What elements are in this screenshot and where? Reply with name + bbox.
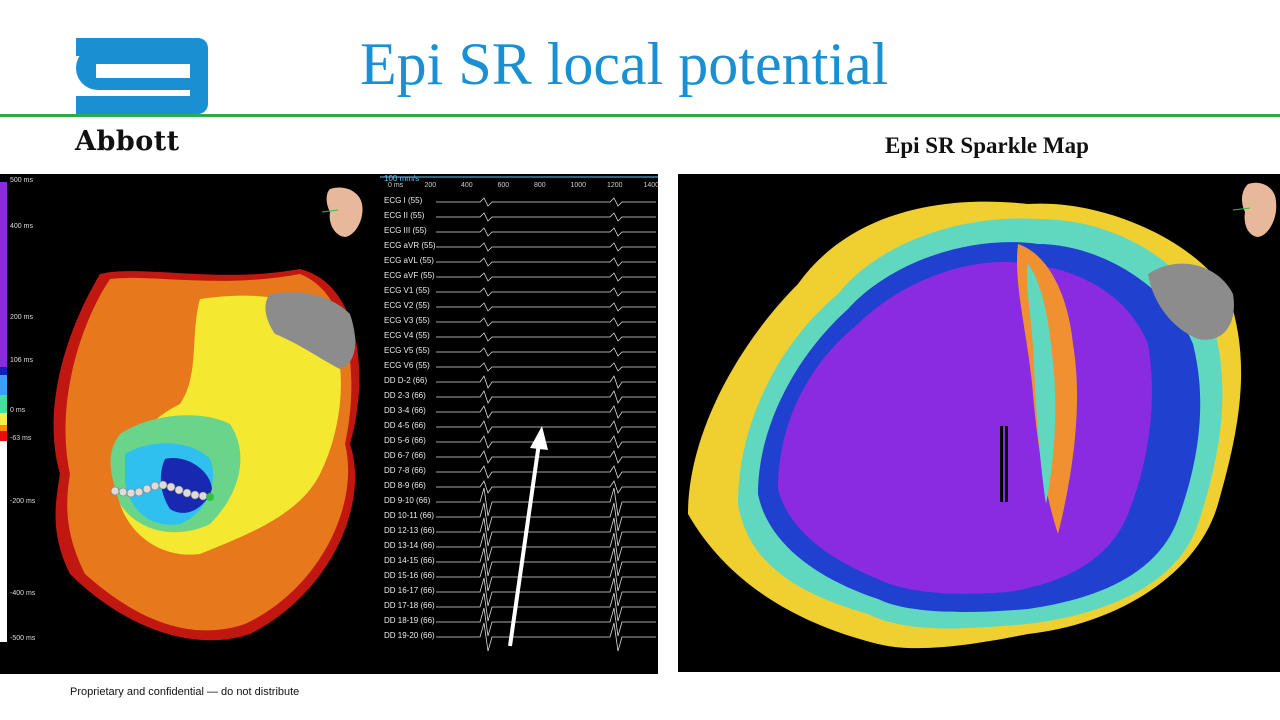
- egm-trace-line: [436, 317, 656, 327]
- egm-trace-line: [436, 302, 656, 312]
- time-tick: 0 ms: [388, 182, 404, 189]
- trace-label: DD 13-14 (66): [384, 541, 435, 550]
- trace-label: DD 18-19 (66): [384, 616, 435, 625]
- egm-trace-line: [436, 375, 656, 389]
- scale-label: 200 ms: [10, 314, 33, 321]
- scale-label: -200 ms: [10, 498, 36, 505]
- time-tick: 1400: [643, 182, 659, 189]
- time-tick: 200: [424, 182, 437, 189]
- heart-lat-map: [53, 187, 363, 641]
- trace-label: ECG I (55): [384, 196, 423, 205]
- trace-label: DD 3-4 (66): [384, 406, 426, 415]
- egm-trace-line: [436, 532, 656, 562]
- egm-trace-line: [436, 272, 656, 282]
- trace-label: DD 15-16 (66): [384, 571, 435, 580]
- brand-name: Abbott: [75, 126, 180, 157]
- scale-label: -500 ms: [10, 635, 36, 642]
- egm-trace-line: [436, 577, 656, 607]
- egm-trace-line: [436, 450, 656, 464]
- trace-label: ECG V2 (55): [384, 301, 430, 310]
- trace-label: ECG V6 (55): [384, 361, 430, 370]
- trace-label: ECG aVR (55): [384, 241, 436, 250]
- egm-trace-line: [436, 332, 656, 342]
- trace-label: DD 12-13 (66): [384, 526, 435, 535]
- egm-trace-line: [436, 390, 656, 404]
- trace-label: DD 17-18 (66): [384, 601, 435, 610]
- egm-trace-line: [436, 547, 656, 577]
- trace-label: DD 10-11 (66): [384, 511, 435, 520]
- egm-trace-line: [436, 347, 656, 357]
- trace-label: ECG aVF (55): [384, 271, 435, 280]
- time-tick: 800: [534, 182, 546, 189]
- egm-trace-line: [436, 622, 656, 652]
- scale-label: 500 ms: [10, 177, 33, 184]
- egm-trace-line: [436, 287, 656, 297]
- abbott-logo-icon: [72, 34, 212, 120]
- color-scale-bar: [0, 182, 7, 642]
- egm-trace-line: [436, 197, 656, 207]
- scale-label: -400 ms: [10, 590, 36, 597]
- time-tick: 1200: [607, 182, 623, 189]
- time-tick: 400: [461, 182, 473, 189]
- trace-label: ECG V1 (55): [384, 286, 430, 295]
- scale-label: 400 ms: [10, 223, 33, 230]
- trace-label: DD 7-8 (66): [384, 466, 426, 475]
- trace-label: DD 4-5 (66): [384, 421, 426, 430]
- page-title: Epi SR local potential: [360, 31, 889, 97]
- egm-trace-line: [436, 212, 656, 222]
- egm-trace-line: [436, 465, 656, 479]
- egm-trace-line: [436, 362, 656, 372]
- egm-trace-line: [436, 420, 656, 434]
- trace-label: DD D-2 (66): [384, 376, 428, 385]
- trace-label: ECG II (55): [384, 211, 425, 220]
- trace-label: DD 2-3 (66): [384, 391, 426, 400]
- trace-label: ECG III (55): [384, 226, 427, 235]
- sparkle-map-title: Epi SR Sparkle Map: [885, 133, 1089, 158]
- trace-label: DD 8-9 (66): [384, 481, 426, 490]
- egm-trace-line: [436, 562, 656, 592]
- sparkle-map-panel[interactable]: [678, 174, 1280, 672]
- time-tick: 1000: [570, 182, 587, 189]
- egm-trace-line: [436, 487, 656, 517]
- trace-label: DD 19-20 (66): [384, 631, 435, 640]
- egm-trace-line: [436, 502, 656, 532]
- trace-label: ECG aVL (55): [384, 256, 434, 265]
- egm-trace-line: [436, 405, 656, 419]
- sweep-speed-label: 100 mm/s: [384, 174, 420, 183]
- egm-trace-line: [436, 517, 656, 547]
- trace-label: ECG V5 (55): [384, 346, 430, 355]
- trace-label: DD 5-6 (66): [384, 436, 426, 445]
- scale-label: 106 ms: [10, 357, 33, 364]
- scale-label: 0 ms: [10, 407, 26, 414]
- trace-label: DD 6-7 (66): [384, 451, 426, 460]
- header-divider: [0, 114, 1280, 117]
- egm-trace-line: [436, 607, 656, 637]
- trace-label: ECG V3 (55): [384, 316, 430, 325]
- time-tick: 600: [497, 182, 510, 189]
- egm-trace-line: [436, 592, 656, 622]
- egm-trace-line: [436, 227, 656, 237]
- activation-map-panel[interactable]: 500 ms 400 ms 200 ms 106 ms 0 ms -63 ms -200 m…: [0, 174, 380, 674]
- trace-label: DD 16-17 (66): [384, 586, 435, 595]
- trace-label: ECG V4 (55): [384, 331, 430, 340]
- egm-waveforms: [380, 176, 658, 652]
- egm-trace-line: [436, 480, 656, 494]
- egm-trace-line: [436, 257, 656, 267]
- heart-sparkle-map: [688, 182, 1277, 649]
- scale-label: -63 ms: [10, 435, 32, 442]
- egm-trace-line: [436, 242, 656, 252]
- trace-label: DD 14-15 (66): [384, 556, 435, 565]
- egm-trace-line: [436, 435, 656, 449]
- egm-trace-panel[interactable]: 100 mm/s 0 ms 200 400 600 800 1000 1200 1400 EC…: [380, 174, 658, 674]
- confidentiality-footer: Proprietary and confidential — do not di…: [70, 686, 300, 698]
- trace-label: DD 9-10 (66): [384, 496, 431, 505]
